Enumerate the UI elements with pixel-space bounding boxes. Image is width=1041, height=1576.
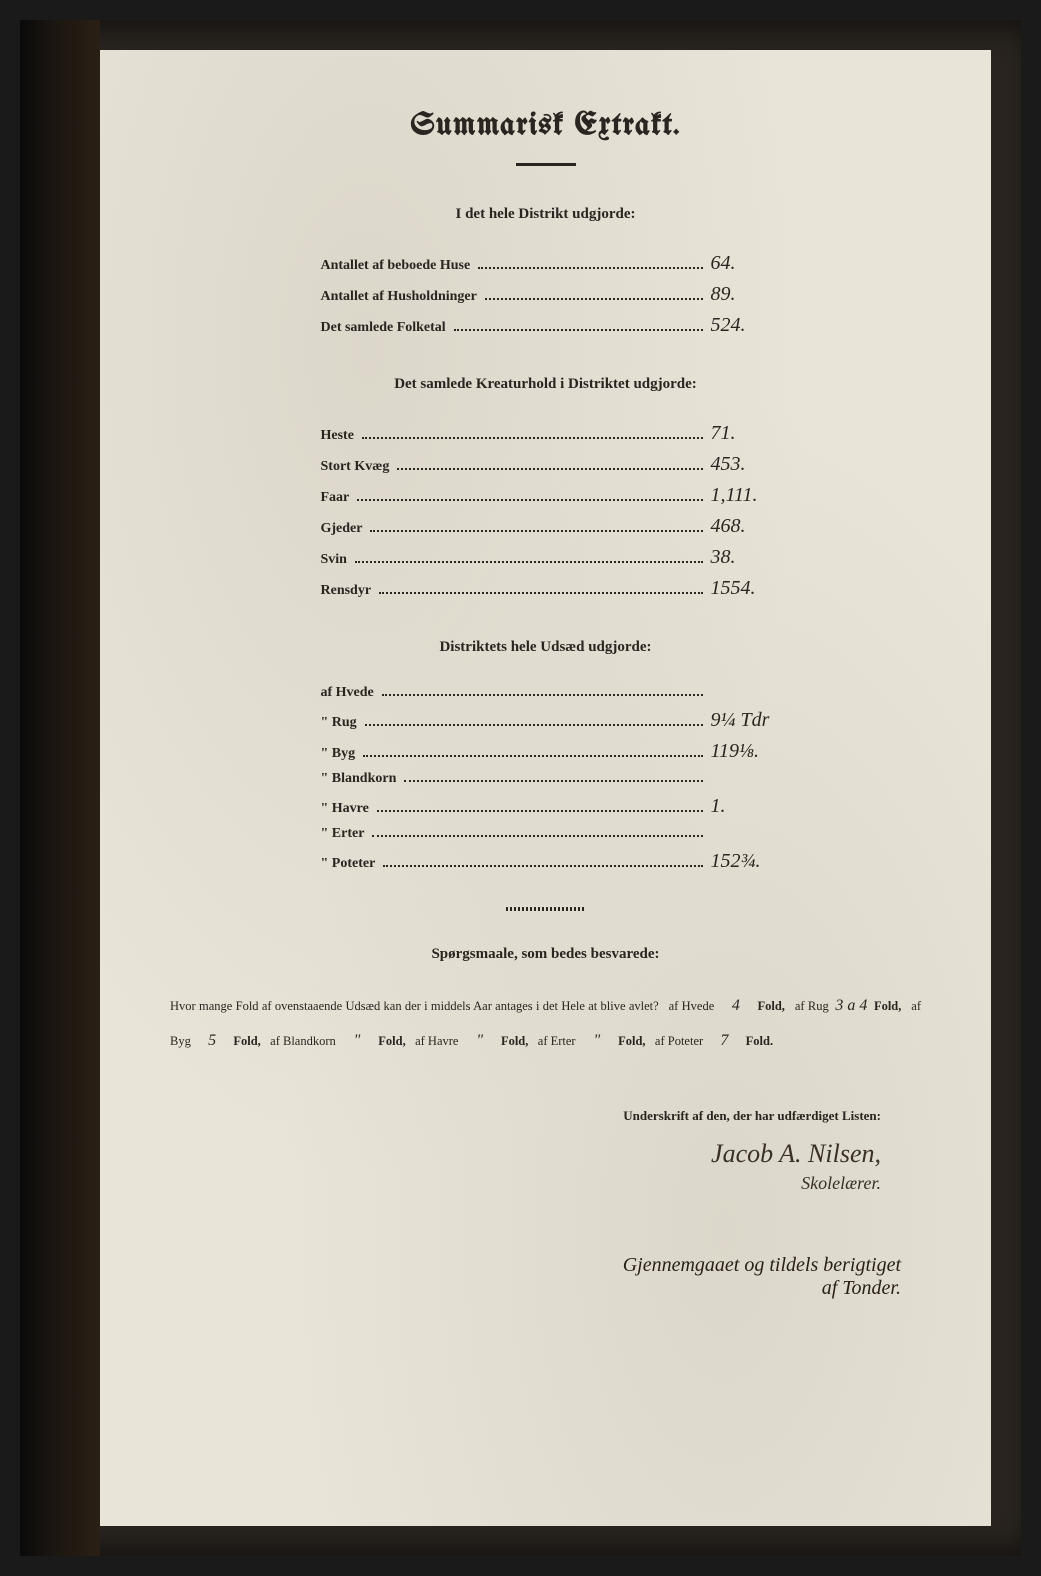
leader-dots <box>355 561 703 563</box>
answer-rug: 3 a 4 <box>835 988 867 1023</box>
title-rule <box>516 163 576 166</box>
divider <box>506 907 586 911</box>
leader-dots <box>383 865 702 867</box>
secondary-signature: Gjennemgaaet og tildels berigtiget af To… <box>170 1254 921 1300</box>
leader-dots <box>363 755 702 757</box>
data-row: af Hvede <box>321 681 771 705</box>
answer-byg: 5 <box>197 1023 227 1058</box>
secondary-line2: af Tonder. <box>170 1277 901 1300</box>
section2-heading: Det samlede Kreaturhold i Distriktet udg… <box>170 376 921 393</box>
questions-intro: Hvor mange Fold af ovenstaaende Udsæd ka… <box>170 999 659 1013</box>
data-row: " Blandkorn <box>321 767 771 791</box>
signature-title: Skolelærer. <box>170 1173 881 1194</box>
section3-list: af Hvede " Rug 9¼ Tdr " Byg 119⅛. " Blan… <box>321 681 771 877</box>
data-row: Rensdyr 1554. <box>321 573 771 604</box>
data-row: " Byg 119⅛. <box>321 736 771 767</box>
leader-dots <box>362 437 703 439</box>
data-row: Heste 71. <box>321 418 771 449</box>
leader-dots <box>382 694 703 696</box>
scan-frame: Summarisk Extrakt. I det hele Distrikt u… <box>20 20 1021 1556</box>
row-label: " Blandkorn <box>321 771 397 787</box>
row-value: 9¼ Tdr <box>711 709 771 732</box>
data-row: Stort Kvæg 453. <box>321 449 771 480</box>
data-row: Antallet af Husholdninger 89. <box>321 279 771 310</box>
row-value: 119⅛. <box>711 740 771 763</box>
row-label: Heste <box>321 428 354 444</box>
row-value: 152¾. <box>711 850 771 873</box>
row-value: 468. <box>711 515 771 538</box>
row-label: Faar <box>321 490 350 506</box>
row-label: Gjeder <box>321 521 363 537</box>
leader-dots <box>485 298 703 300</box>
data-row: " Rug 9¼ Tdr <box>321 705 771 736</box>
answer-havre: " <box>465 1023 495 1058</box>
row-value: 71. <box>711 422 771 445</box>
answer-erter: " <box>582 1023 612 1058</box>
leader-dots <box>377 810 703 812</box>
page-title: Summarisk Extrakt. <box>170 110 921 143</box>
row-label: " Byg <box>321 746 356 762</box>
row-label: Antallet af Husholdninger <box>321 289 477 305</box>
row-label: " Rug <box>321 715 357 731</box>
signature-label: Underskrift af den, der har udfærdiget L… <box>170 1108 881 1124</box>
leader-dots <box>454 329 703 331</box>
row-value: 1. <box>711 795 771 818</box>
row-value: 1554. <box>711 577 771 600</box>
section3-heading: Distriktets hele Udsæd udgjorde: <box>170 639 921 656</box>
book-binding <box>20 20 100 1556</box>
leader-dots <box>478 267 702 269</box>
data-row: Gjeder 468. <box>321 511 771 542</box>
answer-blandkorn: " <box>342 1023 372 1058</box>
data-row: " Poteter 152¾. <box>321 846 771 877</box>
row-value: 524. <box>711 314 771 337</box>
row-label: af Hvede <box>321 685 374 701</box>
signature-block: Underskrift af den, der har udfærdiget L… <box>170 1108 921 1194</box>
questions-heading: Spørgsmaale, som bedes besvarede: <box>170 946 921 963</box>
row-value: 64. <box>711 252 771 275</box>
data-row: Antallet af beboede Huse 64. <box>321 248 771 279</box>
row-label: Det samlede Folketal <box>321 320 446 336</box>
data-row: Det samlede Folketal 524. <box>321 310 771 341</box>
row-value: 453. <box>711 453 771 476</box>
leader-dots <box>357 499 702 501</box>
data-row: Faar 1,111. <box>321 480 771 511</box>
row-label: Antallet af beboede Huse <box>321 258 471 274</box>
row-label: " Havre <box>321 801 369 817</box>
row-value: 89. <box>711 283 771 306</box>
questions-paragraph: Hvor mange Fold af ovenstaaende Udsæd ka… <box>170 988 921 1058</box>
leader-dots <box>379 592 702 594</box>
row-label: " Erter <box>321 826 365 842</box>
leader-dots <box>404 780 702 782</box>
row-value: 38. <box>711 546 771 569</box>
leader-dots <box>372 835 702 837</box>
signature-name: Jacob A. Nilsen, <box>170 1139 881 1169</box>
row-label: Stort Kvæg <box>321 459 390 475</box>
row-label: Svin <box>321 552 347 568</box>
leader-dots <box>370 530 702 532</box>
section2-list: Heste 71. Stort Kvæg 453. Faar 1,111. Gj… <box>321 418 771 604</box>
leader-dots <box>365 724 703 726</box>
data-row: " Erter <box>321 822 771 846</box>
document-page: Summarisk Extrakt. I det hele Distrikt u… <box>100 50 991 1526</box>
answer-hvede: 4 <box>721 988 751 1023</box>
section1-list: Antallet af beboede Huse 64. Antallet af… <box>321 248 771 341</box>
secondary-line1: Gjennemgaaet og tildels berigtiget <box>170 1254 901 1277</box>
data-row: " Havre 1. <box>321 791 771 822</box>
leader-dots <box>397 468 702 470</box>
answer-poteter: 7 <box>709 1023 739 1058</box>
data-row: Svin 38. <box>321 542 771 573</box>
row-label: Rensdyr <box>321 583 372 599</box>
row-label: " Poteter <box>321 856 376 872</box>
row-value: 1,111. <box>711 484 771 507</box>
section1-heading: I det hele Distrikt udgjorde: <box>170 206 921 223</box>
